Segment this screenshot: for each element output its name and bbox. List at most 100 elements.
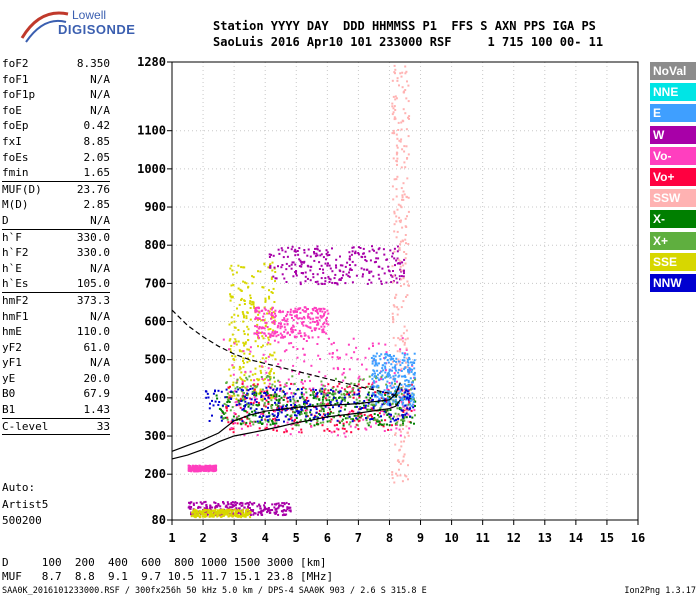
echo-point	[240, 390, 243, 393]
echo-point	[240, 400, 243, 402]
echo-point	[384, 371, 387, 374]
echo-point	[257, 422, 260, 424]
echo-point	[201, 468, 203, 471]
echo-point	[204, 500, 207, 503]
x-tick-label: 16	[631, 531, 645, 545]
echo-point	[342, 396, 345, 399]
echo-point	[370, 407, 373, 410]
echo-point	[353, 383, 356, 385]
echo-point	[382, 369, 385, 372]
echo-point	[316, 245, 319, 248]
echo-point	[371, 362, 374, 365]
echo-point	[395, 188, 398, 191]
echo-point	[377, 424, 380, 426]
echo-point	[386, 359, 389, 362]
echo-point	[261, 422, 264, 425]
echo-point	[333, 277, 336, 280]
echo-point	[226, 501, 229, 504]
echo-point	[249, 300, 252, 303]
echo-point	[378, 379, 381, 382]
echo-point	[262, 509, 265, 512]
echo-point	[262, 315, 265, 318]
echo-point	[238, 511, 240, 514]
echo-point	[214, 512, 217, 515]
echo-point	[386, 403, 389, 406]
echo-point	[275, 277, 278, 280]
echo-point	[400, 383, 403, 386]
echo-point	[274, 391, 277, 394]
echo-point	[230, 427, 233, 429]
echo-point	[368, 250, 371, 253]
echo-point	[400, 409, 403, 412]
echo-point	[391, 366, 394, 369]
echo-point	[373, 381, 376, 384]
echo-point	[273, 506, 276, 509]
echo-point	[241, 382, 244, 385]
echo-point	[292, 346, 295, 349]
echo-point	[332, 393, 335, 396]
echo-point	[254, 340, 257, 343]
echo-point	[190, 506, 193, 508]
echo-point	[355, 414, 358, 417]
echo-point	[350, 418, 353, 420]
echo-point	[244, 395, 246, 398]
echo-point	[400, 187, 403, 190]
echo-point	[244, 405, 246, 408]
echo-point	[362, 378, 365, 381]
echo-point	[348, 271, 350, 274]
echo-point	[407, 464, 409, 467]
echo-point	[319, 403, 322, 406]
echo-point	[253, 379, 256, 382]
echo-point	[394, 443, 397, 446]
echo-point	[403, 269, 405, 272]
echo-point	[253, 385, 256, 388]
echo-point	[277, 418, 280, 421]
echo-point	[324, 405, 327, 408]
echo-point	[232, 505, 235, 508]
echo-point	[393, 132, 396, 135]
param-name: h`Es	[2, 277, 29, 291]
echo-point	[232, 283, 235, 286]
echo-point	[393, 71, 396, 74]
echo-point	[313, 390, 315, 393]
echo-point	[404, 65, 407, 68]
echo-point	[342, 424, 345, 427]
echo-point	[316, 415, 318, 418]
echo-point	[326, 413, 329, 416]
echo-point	[396, 163, 398, 166]
echo-point	[228, 391, 231, 393]
echo-point	[254, 318, 257, 321]
echo-point	[193, 470, 195, 473]
echo-point	[321, 407, 324, 410]
echo-point	[351, 281, 354, 284]
echo-point	[399, 430, 402, 433]
echo-point	[270, 317, 272, 320]
echo-point	[356, 358, 359, 361]
echo-point	[357, 415, 360, 418]
echo-point	[194, 509, 197, 512]
echo-point	[271, 261, 274, 264]
echo-point	[403, 374, 406, 377]
echo-point	[274, 331, 277, 333]
param-name: h`E	[2, 261, 22, 275]
echo-point	[201, 512, 204, 515]
echo-point	[348, 275, 351, 278]
echo-point	[371, 398, 374, 401]
echo-point	[390, 382, 393, 385]
echo-point	[315, 397, 318, 400]
echo-point	[320, 264, 323, 267]
echo-point	[373, 375, 376, 378]
echo-point	[399, 240, 402, 243]
echo-point	[253, 420, 256, 423]
echo-point	[411, 368, 414, 371]
echo-point	[273, 380, 276, 383]
echo-point	[388, 424, 391, 427]
echo-point	[359, 416, 362, 419]
echo-point	[397, 121, 400, 124]
echo-point	[317, 417, 320, 420]
echo-point	[328, 277, 331, 280]
echo-point	[295, 274, 298, 277]
echo-point	[406, 337, 409, 340]
echo-point	[285, 315, 288, 317]
echo-point	[285, 349, 288, 352]
